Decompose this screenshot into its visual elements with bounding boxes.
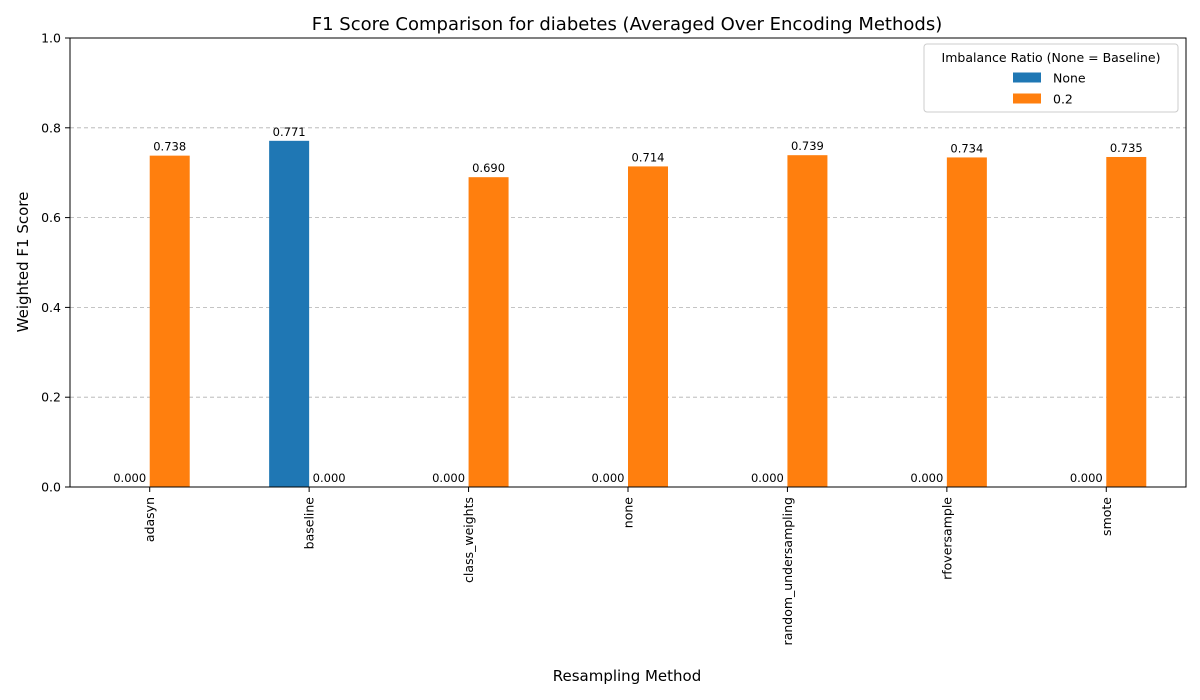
legend-entry: 0.2 [1053,92,1073,107]
x-tick-label: none [621,497,636,528]
data-label: 0.771 [273,125,306,139]
y-tick-label: 0.6 [41,210,61,225]
gridlines [70,127,1186,398]
data-label: 0.000 [432,471,465,485]
legend-swatch [1013,93,1041,104]
data-label: 0.000 [910,471,943,485]
bar-0_2-adasyn [149,155,190,487]
data-labels: 0.000 0.738 0.771 0.000 0.000 0.690 0.000 0.714… [113,125,1143,485]
data-label: 0.000 [313,471,346,485]
data-label: 0.738 [153,140,186,154]
x-tick-label: smote [1099,497,1114,536]
bar-0_2-random_undersampling [787,155,828,487]
bars [149,140,1147,488]
y-tick-label: 0.8 [41,120,61,135]
data-label: 0.000 [751,471,784,485]
bar-None-baseline [269,140,310,488]
chart-title: F1 Score Comparison for diabetes (Averag… [312,14,943,35]
bar-0_2-none [628,166,668,487]
legend-title: Imbalance Ratio (None = Baseline) [942,50,1161,65]
y-tick-label: 0.4 [41,300,61,315]
axes: 0.0 0.2 0.4 0.6 0.8 1.0 adasyn baseline class_we… [41,31,1114,646]
data-label: 0.735 [1110,141,1143,155]
x-tick-label: adasyn [142,497,157,542]
x-tick-label: class_weights [461,497,476,583]
data-label: 0.739 [791,139,824,153]
legend-entry: None [1053,71,1086,86]
data-label: 0.000 [113,471,146,485]
data-label: 0.000 [592,471,625,485]
legend-swatch [1013,72,1041,83]
y-axis-label: Weighted F1 Score [14,192,32,333]
y-tick-label: 0.0 [41,480,61,495]
data-label: 0.734 [950,141,983,155]
bar-0_2-smote [1106,156,1147,488]
y-tick-label: 0.2 [41,390,61,405]
y-tick-label: 1.0 [41,31,61,46]
legend-box [923,43,1179,113]
x-axis-label: Resampling Method [553,667,702,685]
x-tick-label: baseline [302,497,317,550]
bar-0_2-rfoversample [946,157,987,487]
data-label: 0.714 [632,150,665,164]
bar-0_2-class_weights [468,177,509,487]
x-tick-label: random_undersampling [780,497,795,645]
data-label: 0.000 [1070,471,1103,485]
legend: Imbalance Ratio (None = Baseline) None 0.… [923,43,1179,113]
x-tick-label: rfoversample [939,497,954,580]
data-label: 0.690 [472,161,505,175]
